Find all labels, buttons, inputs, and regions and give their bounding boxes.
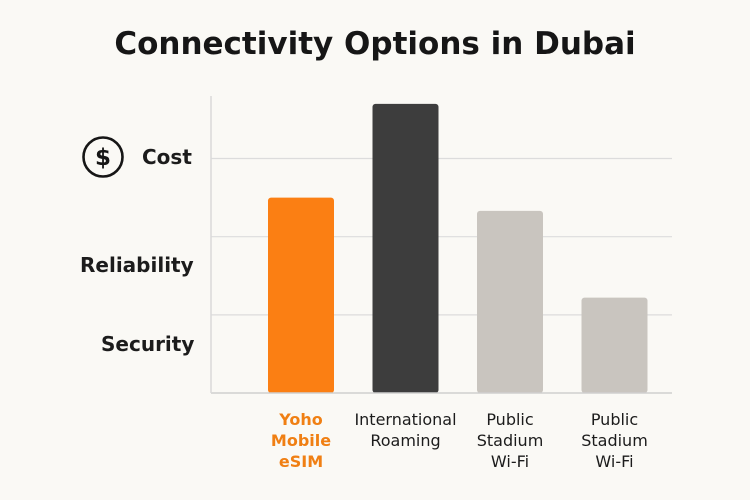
- chart-title: Connectivity Options in Dubai: [114, 26, 636, 62]
- svg-text:$: $: [95, 145, 111, 171]
- bar-1: [268, 197, 334, 393]
- y-label-security: Security: [101, 332, 195, 356]
- x-label-2: International Roaming: [354, 410, 457, 450]
- x-label-4: Public Stadium Wi-Fi: [581, 410, 648, 471]
- x-label-3: Public Stadium Wi-Fi: [476, 410, 544, 471]
- dollar-circle-icon: $: [82, 136, 124, 178]
- bar-4: [581, 297, 648, 393]
- y-label-cost: Cost: [142, 145, 192, 169]
- x-label-1: Yoho Mobile eSIM: [270, 410, 332, 471]
- y-label-reliability: Reliability: [80, 253, 194, 277]
- bar-2: [372, 103, 439, 393]
- bar-3: [477, 210, 543, 393]
- bar-layer: [268, 103, 648, 393]
